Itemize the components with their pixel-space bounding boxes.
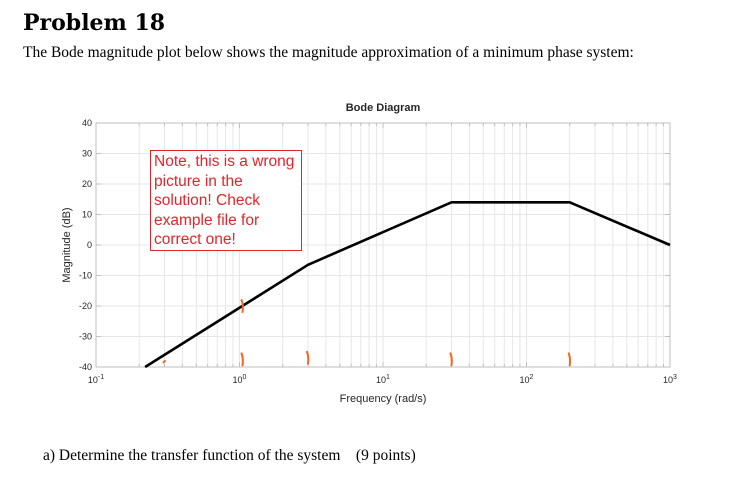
problem-intro-text: The Bode magnitude plot below shows the … xyxy=(23,44,634,61)
y-tick-label: -30 xyxy=(79,332,92,342)
x-tick-label-exponent: 1 xyxy=(386,374,390,381)
y-tick-label: 40 xyxy=(82,118,92,128)
x-tick-label-base: 10 xyxy=(376,375,386,385)
magnitude-asymptote-line xyxy=(144,201,671,369)
question-a-text: a) Determine the transfer function of th… xyxy=(43,447,416,464)
x-tick-label: 10-1 xyxy=(88,374,104,385)
x-tick-label-exponent: 3 xyxy=(673,374,677,381)
magnitude-series xyxy=(144,201,671,369)
x-tick-label: 102 xyxy=(520,374,534,385)
x-axis-label: Frequency (rad/s) xyxy=(340,393,427,405)
handwritten-tick-mark xyxy=(567,352,572,367)
x-tick-label: 101 xyxy=(376,374,390,385)
handwritten-tick-mark xyxy=(162,359,166,364)
y-tick-label: 20 xyxy=(82,179,92,189)
y-tick-label: -10 xyxy=(79,271,92,281)
handwritten-marks xyxy=(162,299,572,367)
axis-ticks xyxy=(96,123,670,367)
y-tick-label: -20 xyxy=(79,301,92,311)
x-tick-label-exponent: -1 xyxy=(98,374,104,381)
handwritten-tick-mark xyxy=(305,350,310,365)
chart-title: Bode Diagram xyxy=(346,102,421,114)
y-axis-label: Magnitude (dB) xyxy=(61,207,73,282)
y-tick-label: 0 xyxy=(87,240,92,250)
handwritten-tick-mark xyxy=(449,352,453,367)
y-tick-label: 10 xyxy=(82,210,92,220)
problem-title: Problem 18 xyxy=(23,10,166,36)
handwritten-tick-mark xyxy=(240,299,244,313)
x-tick-label-base: 10 xyxy=(233,375,243,385)
x-tick-label-base: 10 xyxy=(88,375,98,385)
x-tick-label: 103 xyxy=(663,374,677,385)
x-tick-label-exponent: 2 xyxy=(530,374,534,381)
handwritten-tick-mark xyxy=(240,352,244,367)
y-tick-label: 30 xyxy=(82,149,92,159)
correction-note: Note, this is a wrong picture in the sol… xyxy=(150,150,302,251)
x-tick-label-base: 10 xyxy=(520,375,530,385)
y-tick-label: -40 xyxy=(79,362,92,372)
x-tick-label-base: 10 xyxy=(663,375,673,385)
x-tick-label-exponent: 0 xyxy=(243,374,247,381)
x-tick-label: 100 xyxy=(233,374,247,385)
